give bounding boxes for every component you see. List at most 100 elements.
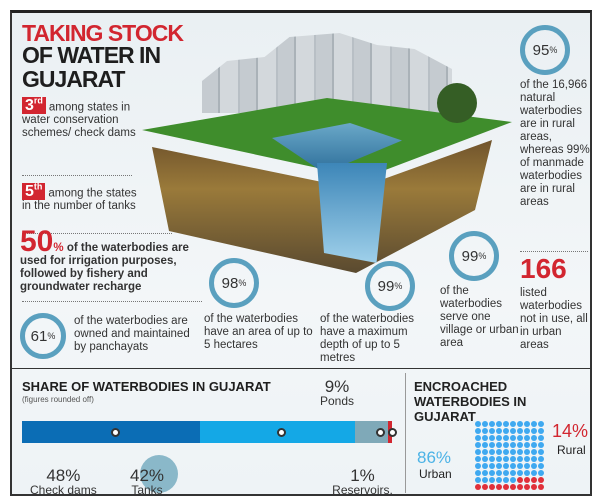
trees-water-icon	[140, 455, 178, 493]
dot-urban	[495, 455, 502, 462]
tree	[437, 83, 477, 123]
dot-urban	[481, 427, 488, 434]
dot-rural	[523, 476, 530, 483]
dot-urban	[530, 420, 537, 427]
dot-urban	[523, 455, 530, 462]
dot-urban	[502, 455, 509, 462]
bar-category: Ponds	[320, 394, 355, 408]
dot-urban	[509, 441, 516, 448]
dot-urban	[509, 448, 516, 455]
title-line2: OF WATER IN GUJARAT	[22, 42, 161, 92]
dot-urban	[488, 434, 495, 441]
illustration-island	[142, 23, 522, 293]
dot-urban	[495, 441, 502, 448]
bar-label: 9% Ponds	[320, 377, 355, 409]
rank-badge: 3rd	[22, 96, 46, 115]
bar-value: 48%	[46, 466, 81, 485]
dot-rural	[474, 483, 481, 490]
dot-urban	[502, 427, 509, 434]
dot-rural	[502, 483, 509, 490]
dot-urban	[516, 469, 523, 476]
fact-serve-text: of the waterbodies serve one village or …	[440, 285, 519, 349]
dot-urban	[502, 476, 509, 483]
bar-segment-ponds	[355, 421, 389, 443]
dot-urban	[502, 462, 509, 469]
dot-urban	[481, 420, 488, 427]
dot-urban	[495, 462, 502, 469]
dot-urban	[481, 448, 488, 455]
dot-urban	[537, 469, 544, 476]
dot-urban	[516, 434, 523, 441]
dot-urban	[488, 427, 495, 434]
dot-urban	[474, 448, 481, 455]
divider	[22, 175, 132, 176]
ring-serve: 99%	[449, 231, 499, 281]
dot-urban	[474, 420, 481, 427]
dot-urban	[481, 434, 488, 441]
dot-urban	[495, 448, 502, 455]
dot-urban	[488, 420, 495, 427]
ring-area: 98%	[209, 258, 259, 308]
bar-marker	[376, 428, 386, 437]
dot-urban	[537, 448, 544, 455]
bar-marker	[110, 428, 120, 437]
waterfall	[317, 163, 387, 263]
fact-rural-text: of the 16,966 natural waterbodies are in…	[520, 79, 590, 208]
share-note: (figures rounded off)	[22, 395, 94, 404]
dot-rural	[516, 476, 523, 483]
dot-urban	[530, 427, 537, 434]
dot-urban	[481, 455, 488, 462]
dot-urban	[530, 462, 537, 469]
dot-urban	[509, 455, 516, 462]
bar-marker	[388, 428, 397, 437]
dot-urban	[488, 476, 495, 483]
dot-urban	[509, 476, 516, 483]
dot-urban	[516, 462, 523, 469]
title-line1: TAKING STOCK	[22, 20, 184, 46]
dot-urban	[523, 427, 530, 434]
fact-unused-text: listed waterbodies not in use, all in ur…	[520, 287, 588, 351]
dot-urban	[523, 434, 530, 441]
dot-urban	[537, 462, 544, 469]
dot-urban	[537, 420, 544, 427]
encroached-title: ENCROACHED WATERBODIES IN GUJARAT	[414, 379, 527, 424]
dot-urban	[488, 462, 495, 469]
dot-urban	[488, 448, 495, 455]
urban-label: Urban	[419, 467, 452, 481]
fact-depth-text: of the waterbodies have a maximum depth …	[320, 313, 414, 364]
divider	[12, 368, 590, 369]
dot-urban	[481, 441, 488, 448]
dot-rural	[530, 483, 537, 490]
divider	[520, 251, 588, 252]
dot-urban	[474, 476, 481, 483]
bar-category: Reservoirs, Lakes	[332, 483, 393, 496]
ring-panchayats: 61%	[20, 313, 66, 359]
bar-label: 42% Tanks	[130, 467, 164, 494]
dot-rural	[537, 483, 544, 490]
dot-urban	[523, 441, 530, 448]
dot-urban	[530, 455, 537, 462]
share-title: SHARE OF WATERBODIES IN GUJARAT	[22, 379, 271, 394]
fact-area-text: of the waterbodies have an area of up to…	[204, 313, 313, 351]
dot-urban	[502, 469, 509, 476]
dot-urban	[495, 427, 502, 434]
bar-category: Check dams	[30, 483, 97, 496]
dot-urban	[509, 462, 516, 469]
dot-rural	[481, 483, 488, 490]
divider	[405, 373, 406, 493]
dot-urban	[502, 448, 509, 455]
dot-rural	[516, 483, 523, 490]
dot-rural	[537, 476, 544, 483]
dot-urban	[495, 469, 502, 476]
dot-urban	[530, 434, 537, 441]
unused-count: 166	[520, 253, 567, 284]
dot-urban	[481, 462, 488, 469]
bar-value: 9%	[324, 377, 350, 396]
dot-urban	[488, 441, 495, 448]
dot-urban	[495, 434, 502, 441]
bar-marker	[277, 428, 287, 437]
dot-urban	[530, 469, 537, 476]
dot-urban	[530, 448, 537, 455]
bar-label: 1%Reservoirs, Lakes	[320, 467, 405, 496]
dot-urban	[537, 427, 544, 434]
